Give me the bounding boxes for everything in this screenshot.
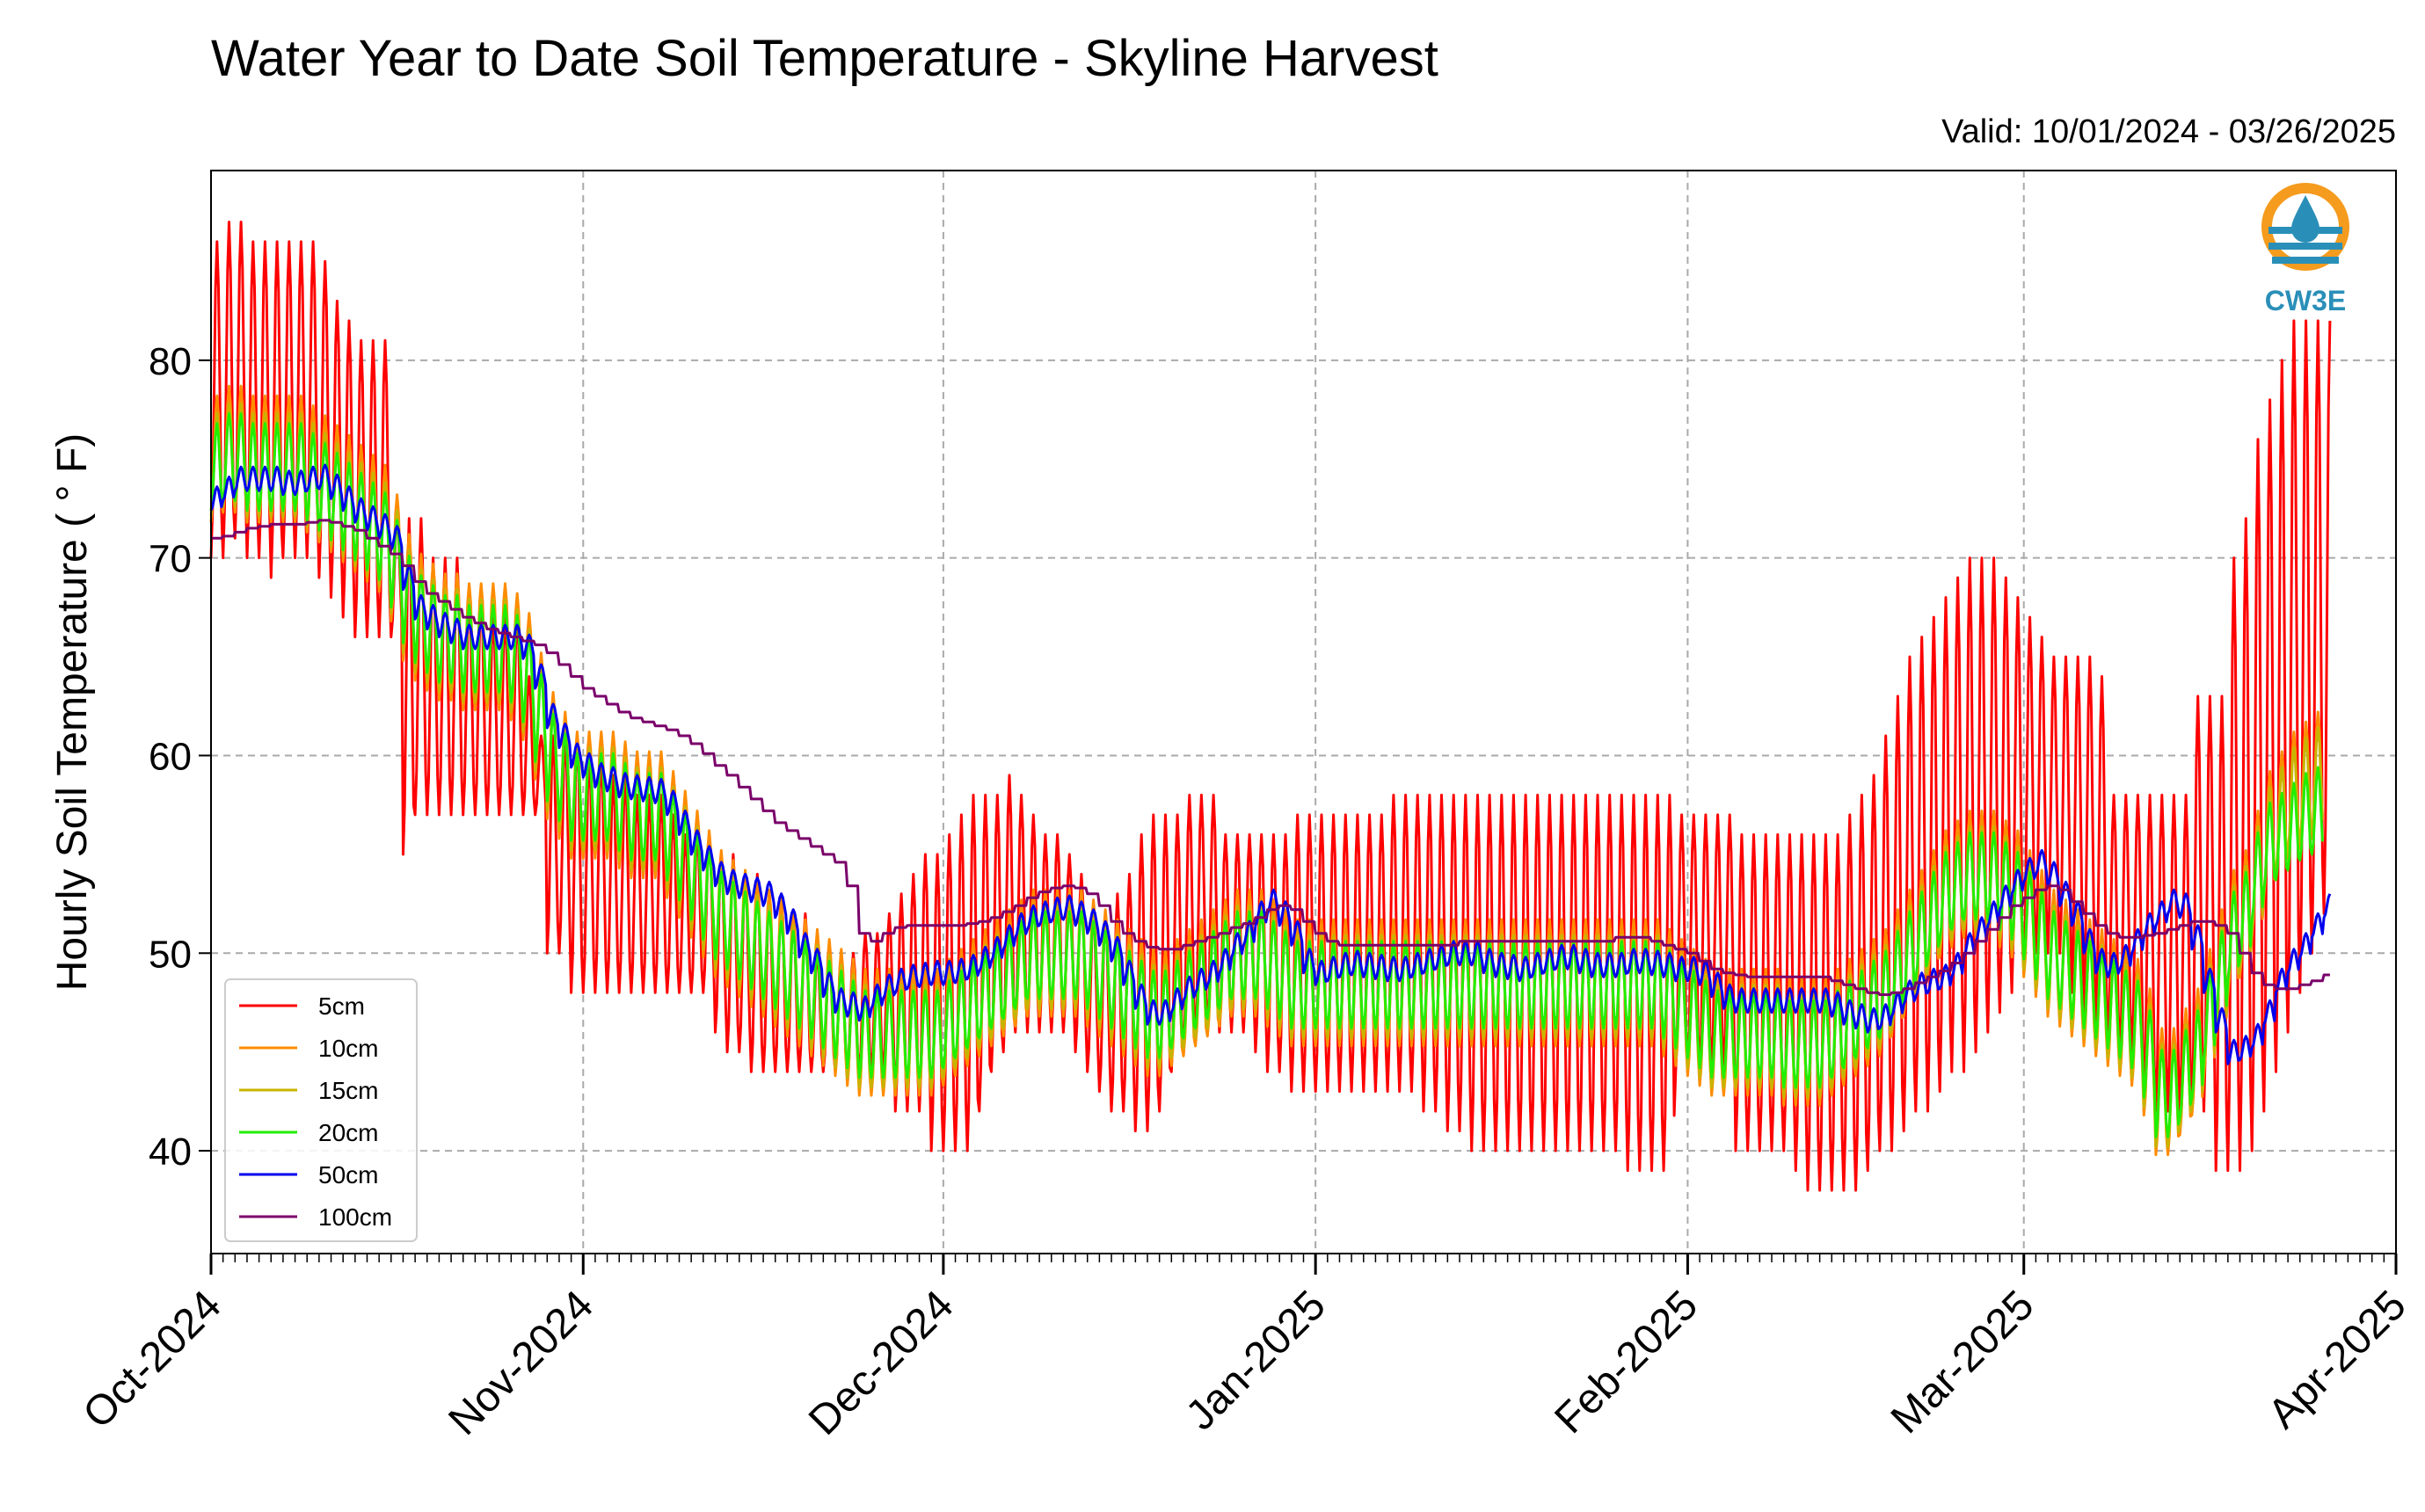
- series-line-100cm: [211, 519, 2330, 996]
- series-line-5cm: [209, 221, 2332, 1192]
- x-tick-label: Oct-2024: [75, 1282, 230, 1437]
- series-line-50cm: [209, 463, 2332, 1065]
- logo-ring: [2261, 183, 2349, 271]
- water-drop-icon: [2291, 195, 2319, 243]
- logo-text: CW3E: [2265, 285, 2346, 316]
- y-tick-label: 70: [149, 538, 192, 581]
- x-tick-label: Mar-2025: [1882, 1282, 2043, 1443]
- y-tick-label: 50: [149, 933, 192, 976]
- legend-label: 100cm: [318, 1203, 392, 1231]
- legend: 5cm 10cm 15cm 20cm 50cm 100cm: [224, 978, 418, 1242]
- legend-label: 5cm: [318, 992, 365, 1020]
- legend-label: 15cm: [318, 1077, 378, 1104]
- x-tick-label: Feb-2025: [1546, 1282, 1707, 1443]
- chart-title: Water Year to Date Soil Temperature - Sk…: [211, 30, 1438, 87]
- x-tick-label: Apr-2025: [2260, 1282, 2415, 1437]
- legend-label: 20cm: [318, 1119, 378, 1146]
- x-tick-label: Nov-2024: [440, 1282, 602, 1444]
- cw3e-logo: CW3E: [2261, 183, 2349, 316]
- y-tick-label: 60: [149, 735, 192, 778]
- y-tick-label: 80: [149, 340, 192, 383]
- x-tick-label: Jan-2025: [1177, 1282, 1335, 1439]
- y-tick-label: 40: [149, 1130, 192, 1174]
- legend-label: 50cm: [318, 1161, 378, 1189]
- series-lines: [209, 221, 2332, 1192]
- x-axis: Oct-2024 Nov-2024 Dec-2024 Jan-2025 Feb-2025…: [75, 1254, 2415, 1444]
- x-tick-label: Dec-2024: [800, 1282, 963, 1444]
- y-axis: 40 50 60 70 80: [149, 340, 211, 1174]
- series-line-20cm: [209, 412, 2324, 1138]
- chart-subtitle: Valid: 10/01/2024 - 03/26/2025: [1941, 113, 2396, 150]
- legend-label: 10cm: [318, 1035, 378, 1062]
- y-axis-label: Hourly Soil Temperature ( ° F): [49, 433, 96, 992]
